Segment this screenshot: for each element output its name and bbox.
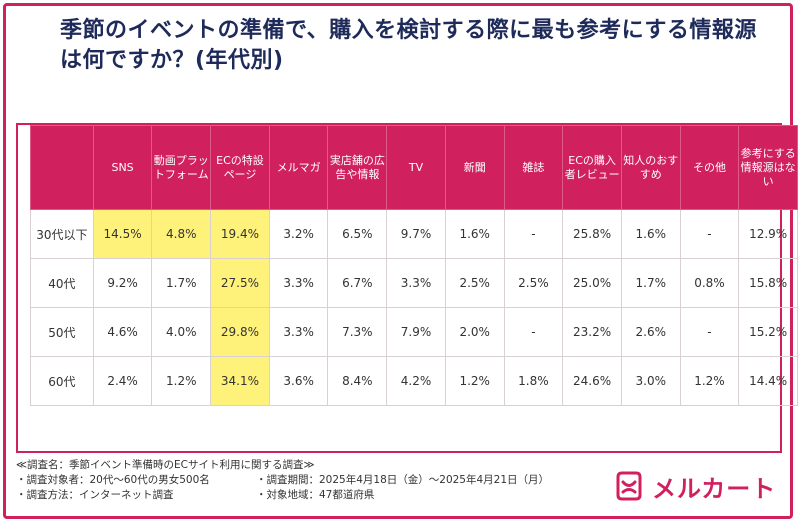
column-header: ECの特設ページ (210, 125, 270, 210)
table-row: 30代以下 14.5% 4.8% 19.4% 3.2% 6.5% 9.7% 1.6% -25.8… (30, 209, 798, 259)
table-panel: SNS 動画プラットフォーム ECの特設ページ メルマガ 実店舗の広告や情報 T… (16, 123, 798, 453)
row-label: 40代 (30, 258, 94, 308)
table-cell: 14.5% (92, 209, 153, 259)
table-cell: 3.3% (268, 258, 329, 308)
table-cell: 6.7% (327, 258, 388, 308)
table-cell: 27.5% (210, 258, 270, 308)
logo-text: メルカート (652, 474, 777, 503)
survey-method-and-region: ・調査方法：インターネット調査 ・対象地域：47都道府県 (16, 488, 576, 503)
table-cell: 3.0% (620, 356, 681, 406)
survey-target-and-period: ・調査対象者：20代〜60代の男女500名 ・調査期間：2025年4月18日（金）… (16, 473, 576, 488)
column-header: 参考にする情報源はない (738, 125, 798, 210)
table-cell: 1.2% (151, 356, 212, 406)
column-header: 新聞 (444, 125, 505, 210)
table-cell: 14.4% (738, 356, 798, 406)
table-cell: 3.3% (268, 307, 329, 357)
table-cell: 6.5% (327, 209, 388, 259)
table-cell: 7.3% (327, 307, 388, 357)
table-cell: 25.0% (562, 258, 622, 308)
row-label: 30代以下 (30, 209, 94, 259)
table-cell: - (679, 209, 740, 259)
column-header: メルマガ (268, 125, 329, 210)
table-cell: 4.0% (151, 307, 212, 357)
table-cell: 19.4% (210, 209, 270, 259)
corner-cell (30, 125, 94, 210)
table-cell: 1.6% (620, 209, 681, 259)
brand-logo: メルカート (612, 468, 782, 504)
table-cell: 3.2% (268, 209, 329, 259)
data-table: SNS 動画プラットフォーム ECの特設ページ メルマガ 実店舗の広告や情報 T… (30, 125, 798, 406)
row-label: 60代 (30, 356, 94, 406)
table-cell: 3.6% (268, 356, 329, 406)
table-cell: 12.9% (738, 209, 798, 259)
header-row: SNS 動画プラットフォーム ECの特設ページ メルマガ 実店舗の広告や情報 T… (30, 125, 798, 210)
survey-notes: ≪調査名：季節イベント準備時のECサイト利用に関する調査≫ ・調査対象者：20代… (16, 458, 576, 503)
survey-name: ≪調査名：季節イベント準備時のECサイト利用に関する調査≫ (16, 459, 315, 471)
table-cell: 7.9% (386, 307, 446, 357)
column-header: SNS (92, 125, 153, 210)
table-cell: 4.8% (151, 209, 212, 259)
table-cell: 24.6% (562, 356, 622, 406)
table-cell: 1.8% (503, 356, 564, 406)
table-cell: 8.4% (327, 356, 388, 406)
table-cell: 1.2% (444, 356, 505, 406)
table-cell: 9.7% (386, 209, 446, 259)
table-cell: - (679, 307, 740, 357)
table-cell: 1.2% (679, 356, 740, 406)
table-cell: 1.7% (620, 258, 681, 308)
column-header: 動画プラットフォーム (151, 125, 212, 210)
table-cell: 3.3% (386, 258, 446, 308)
column-header: 雑誌 (503, 125, 564, 210)
table-row: 40代 9.2% 1.7% 27.5% 3.3% 6.7% 3.3% 2.5% 2.5% 25.0… (30, 258, 798, 308)
table-cell: 1.6% (444, 209, 505, 259)
table-cell: 2.5% (444, 258, 505, 308)
table-row: 50代 4.6% 4.0% 29.8% 3.3% 7.3% 7.9% 2.0% -23.2% 2.… (30, 307, 798, 357)
table-cell: 0.8% (679, 258, 740, 308)
column-header: ECの購入者レビュー (562, 125, 622, 210)
table-cell: 23.2% (562, 307, 622, 357)
table-cell: - (503, 209, 564, 259)
table-cell: 2.6% (620, 307, 681, 357)
table-cell: - (503, 307, 564, 357)
survey-period: ・調査期間：2025年4月18日（金）〜2025年4月21日（月） (256, 474, 550, 486)
column-header: 実店舗の広告や情報 (327, 125, 388, 210)
column-header: その他 (679, 125, 740, 210)
table-cell: 9.2% (92, 258, 153, 308)
column-header: 知人のおすすめ (620, 125, 681, 210)
table-cell: 15.8% (738, 258, 798, 308)
survey-region: ・対象地域：47都道府県 (256, 489, 375, 501)
table-cell: 2.0% (444, 307, 505, 357)
row-label: 50代 (30, 307, 94, 357)
table-cell: 34.1% (210, 356, 270, 406)
table-cell: 4.2% (386, 356, 446, 406)
mercart-logo-icon (616, 471, 642, 501)
survey-target: ・調査対象者：20代〜60代の男女500名 (16, 474, 210, 486)
table-cell: 15.2% (738, 307, 798, 357)
table-row: 60代 2.4% 1.2% 34.1% 3.6% 8.4% 4.2% 1.2% 1.8% 24.6… (30, 356, 798, 406)
column-header: TV (386, 125, 446, 210)
table-cell: 4.6% (92, 307, 153, 357)
table-cell: 2.5% (503, 258, 564, 308)
table-cell: 29.8% (210, 307, 270, 357)
table-cell: 25.8% (562, 209, 622, 259)
page-title: 季節のイベントの準備で、購入を検討する際に最も参考にする情報源は何ですか？(年代… (60, 18, 757, 73)
table-cell: 1.7% (151, 258, 212, 308)
survey-method: ・調査方法：インターネット調査 (16, 489, 174, 501)
table-cell: 2.4% (92, 356, 153, 406)
